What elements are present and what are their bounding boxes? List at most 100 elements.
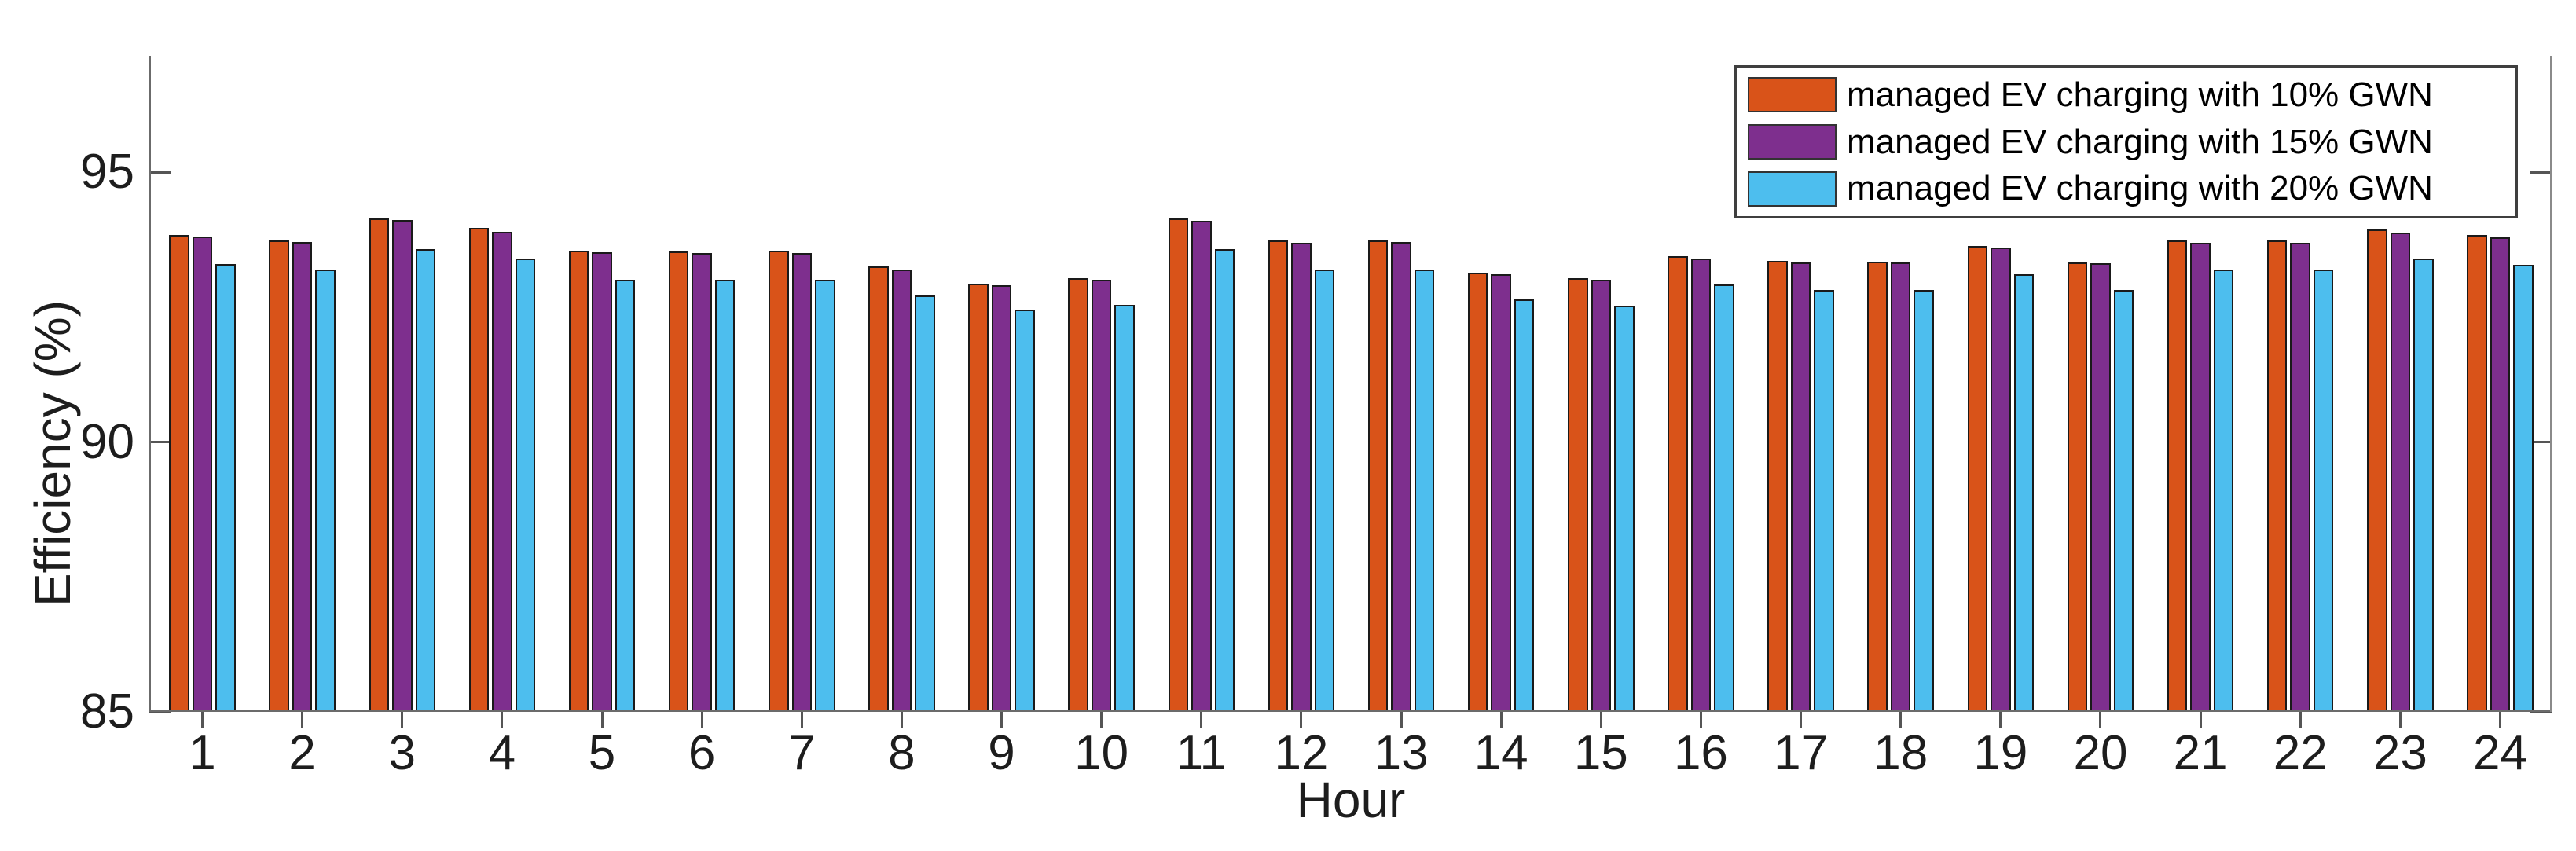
bar-h11-series1: [1168, 218, 1189, 712]
x-tick: [700, 710, 703, 728]
bar-h21-series3: [2213, 270, 2234, 712]
bar-h1-series2: [192, 237, 213, 712]
x-tick-label: 16: [1673, 726, 1728, 780]
bar-h13-series1: [1367, 240, 1389, 712]
bar-h14-series3: [1514, 299, 1535, 712]
x-tick-label: 23: [2372, 726, 2427, 780]
bar-h1-series3: [215, 264, 236, 712]
x-tick-label: 4: [488, 726, 516, 780]
x-tick-label: 19: [1973, 726, 2028, 780]
y-tick: [149, 171, 171, 174]
y-axis-line: [149, 56, 151, 712]
bar-h22-series2: [2290, 242, 2310, 712]
bar-h13-series3: [1414, 269, 1435, 712]
bar-h22-series3: [2313, 270, 2334, 712]
bar-h12-series1: [1268, 240, 1289, 712]
bar-h6-series1: [668, 251, 689, 712]
bar-h4-series2: [492, 232, 512, 712]
x-tick: [1699, 710, 1702, 728]
x-tick: [900, 710, 903, 728]
x-tick: [2299, 710, 2302, 728]
bar-h2-series2: [292, 242, 313, 712]
bar-h16-series1: [1668, 256, 1688, 712]
bar-h21-series1: [2167, 240, 2188, 712]
x-axis-line: [149, 710, 2552, 712]
x-tick: [1999, 710, 2002, 728]
x-tick: [1400, 710, 1403, 728]
x-tick-label: 21: [2173, 726, 2228, 780]
x-tick-label: 20: [2073, 726, 2128, 780]
bar-h7-series1: [769, 251, 789, 712]
x-tick-label: 8: [888, 726, 916, 780]
y-tick-right: [2530, 171, 2552, 174]
bar-h7-series3: [815, 279, 835, 712]
bar-h5-series3: [615, 279, 636, 712]
x-tick-label: 5: [588, 726, 616, 780]
legend-label-1: managed EV charging with 10% GWN: [1847, 75, 2433, 114]
x-tick-label: 24: [2473, 726, 2527, 780]
legend-entry-2: managed EV charging with 15% GWN: [1737, 123, 2515, 162]
bar-h13-series2: [1391, 242, 1411, 712]
x-tick-label: 13: [1374, 726, 1429, 780]
bar-h12-series2: [1291, 242, 1312, 712]
legend: managed EV charging with 10% GWN managed …: [1734, 65, 2518, 218]
y-tick-right: [2530, 710, 2552, 713]
bar-h16-series2: [1690, 258, 1712, 712]
x-tick-label: 1: [189, 726, 216, 780]
bar-h6-series2: [692, 253, 712, 712]
legend-label-2: managed EV charging with 15% GWN: [1847, 122, 2433, 161]
bar-h22-series1: [2266, 240, 2288, 712]
bar-h4-series3: [515, 258, 536, 712]
bar-h10-series2: [1091, 279, 1112, 712]
x-tick: [1100, 710, 1103, 728]
bar-h8-series2: [891, 270, 912, 712]
x-tick: [2199, 710, 2202, 728]
bar-h20-series3: [2113, 290, 2134, 712]
bar-h24-series2: [2490, 237, 2511, 712]
bar-h12-series3: [1314, 270, 1335, 712]
x-tick: [501, 710, 504, 728]
legend-label-3: managed EV charging with 20% GWN: [1847, 169, 2433, 208]
bar-h9-series3: [1015, 310, 1035, 712]
x-tick: [301, 710, 304, 728]
x-tick: [800, 710, 803, 728]
bar-h19-series3: [2013, 273, 2035, 712]
bar-h17-series2: [1790, 262, 1811, 712]
plot-area: [149, 56, 2552, 713]
bar-h16-series3: [1714, 284, 1734, 712]
x-tick: [600, 710, 604, 728]
x-tick-label: 14: [1473, 726, 1528, 780]
bar-h4-series1: [468, 228, 490, 712]
x-tick: [1800, 710, 1803, 728]
y-tick: [149, 710, 171, 713]
bar-h19-series1: [1967, 246, 1988, 712]
x-tick: [1499, 710, 1503, 728]
bar-h2-series1: [269, 240, 289, 712]
x-tick: [201, 710, 204, 728]
x-tick: [1899, 710, 1903, 728]
bar-h20-series1: [2067, 262, 2088, 712]
y-tick-right: [2530, 441, 2552, 443]
bar-h24-series3: [2513, 265, 2534, 712]
y-tick-label: 95: [80, 145, 134, 199]
x-tick-label: 11: [1176, 726, 1227, 780]
y-tick: [149, 441, 171, 443]
x-axis-title: Hour: [1296, 772, 1406, 828]
x-tick-label: 22: [2273, 726, 2328, 780]
bar-h18-series1: [1867, 262, 1888, 712]
x-tick: [1300, 710, 1303, 728]
bar-h3-series1: [369, 218, 389, 712]
bar-h7-series2: [791, 253, 813, 712]
y-tick-label: 85: [80, 684, 134, 739]
x-tick-label: 12: [1274, 726, 1329, 780]
legend-swatch-2: [1748, 124, 1837, 160]
legend-entry-1: managed EV charging with 10% GWN: [1737, 75, 2515, 115]
x-tick-label: 3: [388, 726, 416, 780]
bar-h8-series1: [868, 266, 889, 712]
x-tick-label: 6: [688, 726, 716, 780]
bar-h11-series3: [1214, 249, 1235, 712]
x-tick-label: 2: [288, 726, 316, 780]
bar-h20-series2: [2090, 263, 2111, 712]
x-tick: [2398, 710, 2402, 728]
